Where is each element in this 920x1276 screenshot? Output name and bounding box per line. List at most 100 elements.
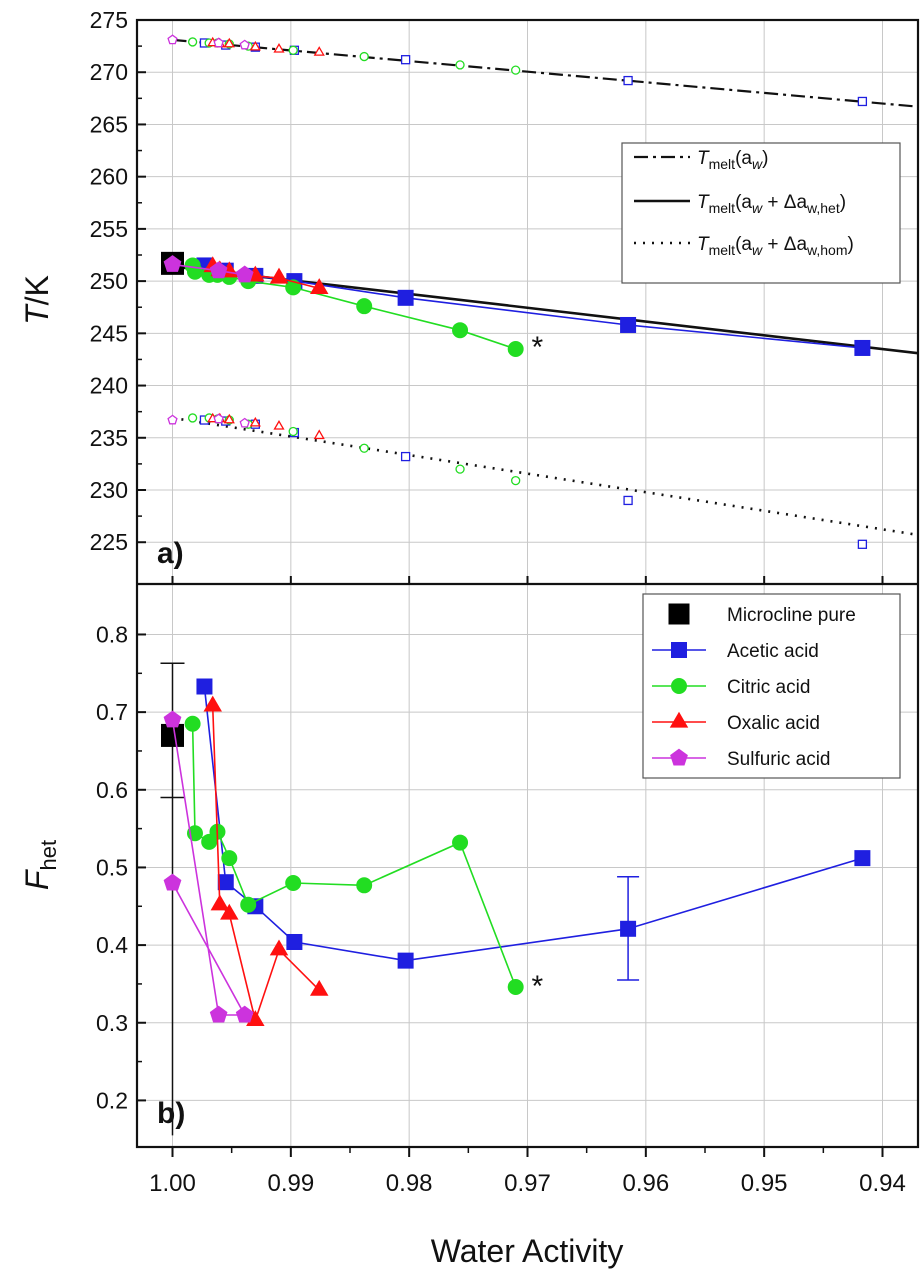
panel-a-point-citric-acid: [452, 322, 469, 339]
panel-b-annotation: *: [532, 970, 544, 1003]
panel-b-legend: Microcline pure Acetic acid Citric acid Oxa…: [642, 593, 901, 779]
panel-a-open-hom-point: [511, 475, 521, 486]
panel-a-open-melt-point: [359, 51, 369, 62]
panel-a-legend: Tmelt(aw) Tmelt(aw + Δaw,het) Tmelt(aw + Δ…: [621, 142, 901, 284]
panel-b-label: b): [157, 1097, 185, 1130]
panel-a-open-hom-point: [187, 413, 198, 423]
panel-b-point-sulfuric-acid: [163, 710, 182, 728]
panel-a-open-melt-point: [511, 65, 521, 75]
panel-a-open-melt-point: [213, 37, 224, 48]
panel-b-point-citric-acid: [240, 896, 257, 913]
panel-a-ytick-label: 270: [90, 59, 128, 85]
panel-a-ytick-label: 230: [90, 477, 128, 503]
panel-b-legend-label-oxalic-acid: Oxalic acid: [727, 713, 820, 734]
panel-b-legend-marker-microcline-pure: [668, 603, 690, 625]
panel-b-legend-label-citric-acid: Citric acid: [727, 677, 810, 698]
panel-a-open-melt-point: [857, 96, 868, 107]
panel-a-open-melt-point: [249, 40, 261, 51]
panel-b-ytick-label: 0.8: [96, 621, 128, 647]
panel-a-open-hom-point: [273, 420, 285, 430]
panel-b-ylabel: Fhet: [19, 840, 61, 890]
panel-b-legend-label-sulfuric-acid: Sulfuric acid: [727, 749, 831, 770]
panel-b-point-oxalic-acid: [203, 695, 222, 712]
panel-b-point-acetic-acid: [196, 678, 213, 695]
panel-a-open-hom-point: [167, 414, 178, 425]
panel-a-legend-label: Tmelt(aw + Δaw,het): [697, 192, 846, 216]
panel-b-point-sulfuric-acid: [163, 873, 182, 891]
panel-a-open-melt-point: [239, 39, 250, 50]
x-tick-label: 0.97: [504, 1170, 551, 1197]
panel-b-point-citric-acid: [356, 877, 373, 894]
panel-a-open-melt-point: [313, 46, 325, 56]
panel-b-series-line-sulfuric-acid: [171, 719, 247, 1016]
x-tick-label: 0.95: [741, 1170, 788, 1197]
panel-b-point-citric-acid: [452, 834, 469, 851]
panel-a-legend-label: Tmelt(aw): [697, 148, 768, 172]
panel-a-open-melt-point: [187, 37, 198, 47]
panel-a-open-hom-point: [239, 417, 250, 428]
panel-a-ytick-label: 240: [90, 373, 128, 399]
panel-b-legend-marker-acetic-acid: [671, 642, 687, 658]
panel-b: 0.2 0.3 0.4 0.5 0.6 0.7 0.8 * b) Microcline pure A…: [19, 584, 918, 1147]
panel-b-grid: [137, 584, 918, 1147]
panel-a-ytick-label: 235: [90, 425, 128, 451]
panel-a-grid: [137, 19, 918, 584]
panel-a-point-citric-acid: [507, 341, 524, 357]
panel-b-point-acetic-acid: [854, 850, 871, 867]
panel-b-legend-marker-sulfuric-acid: [670, 748, 688, 766]
panel-b-ytick-label: 0.7: [96, 699, 128, 725]
panel-a-point-acetic-acid: [397, 289, 414, 306]
panel-b-legend-label-acetic-acid: Acetic acid: [727, 641, 819, 662]
panel-a-ytick-label: 250: [90, 268, 128, 294]
panel-a-open-hom-point: [455, 464, 465, 474]
panel-b-legend-marker-citric-acid: [671, 678, 687, 694]
panel-a-ytick-label: 225: [90, 529, 128, 555]
panel-a-point-oxalic-acid: [309, 278, 329, 295]
panel-a-point-citric-acid: [285, 279, 302, 296]
panel-a-open-hom-point: [313, 429, 325, 440]
panel-a-ytick-label: 275: [90, 7, 128, 33]
panel-b-ytick-label: 0.4: [96, 932, 128, 958]
panel-b-point-microcline-pure: [161, 723, 184, 747]
panel-a-point-sulfuric-acid: [235, 265, 254, 283]
panel-a-open-hom-point: [857, 539, 868, 549]
panel-a-point-citric-acid: [356, 298, 373, 315]
panel-a-open-melt-point: [623, 75, 633, 86]
panel-a-open-hom-point: [213, 413, 224, 424]
panel-a-ylabel: T/K: [19, 275, 55, 325]
panel-a-point-acetic-acid: [854, 339, 871, 356]
panel-b-point-citric-acid: [221, 850, 238, 867]
panel-a-open-melt-point: [273, 42, 285, 53]
panel-b-point-citric-acid: [184, 715, 201, 732]
panel-b-legend-label-microcline-pure: Microcline pure: [727, 605, 856, 626]
panel-b-point-oxalic-acid: [309, 979, 329, 996]
x-tick-label: 0.96: [622, 1170, 669, 1197]
panel-b-point-acetic-acid: [286, 933, 303, 950]
panel-a-point-sulfuric-acid: [209, 261, 228, 279]
panel-a-open-hom-point: [249, 416, 261, 427]
panel-b-point-oxalic-acid: [269, 939, 289, 956]
x-tick-label: 1.00: [149, 1170, 196, 1197]
panel-a-ref-line-dotted: [172, 416, 919, 537]
panel-a-open-melt-point: [400, 55, 411, 65]
x-tick-label: 0.98: [386, 1170, 433, 1197]
panel-a-open-hom-point: [623, 495, 633, 506]
panel-a-open-hom-point: [288, 426, 298, 437]
panel-b-series-line-citric-acid: [191, 723, 517, 988]
panel-b-point-acetic-acid: [217, 874, 234, 891]
panel-b-legend-marker-oxalic-acid: [669, 711, 689, 728]
panel-a-ytick-label: 260: [90, 164, 128, 190]
panel-a-ytick-label: 255: [90, 216, 128, 242]
panel-a-open-melt-point: [455, 60, 465, 70]
panel-b-ytick-label: 0.6: [96, 777, 128, 803]
panel-a-open-hom-point: [359, 443, 369, 453]
panel-a-open-melt-point: [288, 45, 298, 55]
panel-b-point-sulfuric-acid: [209, 1005, 228, 1023]
shared-axis: 1.00 0.99 0.98 0.97 0.96 0.95 0.94 Water Activi…: [135, 18, 920, 1269]
panel-b-point-oxalic-acid: [210, 894, 230, 911]
panel-a-point-acetic-acid: [620, 316, 637, 333]
panel-a-legend-box: [621, 142, 901, 284]
panel-b-point-acetic-acid: [397, 952, 414, 969]
x-tick-label: 0.99: [267, 1170, 314, 1197]
panel-b-ytick-label: 0.3: [96, 1010, 128, 1036]
